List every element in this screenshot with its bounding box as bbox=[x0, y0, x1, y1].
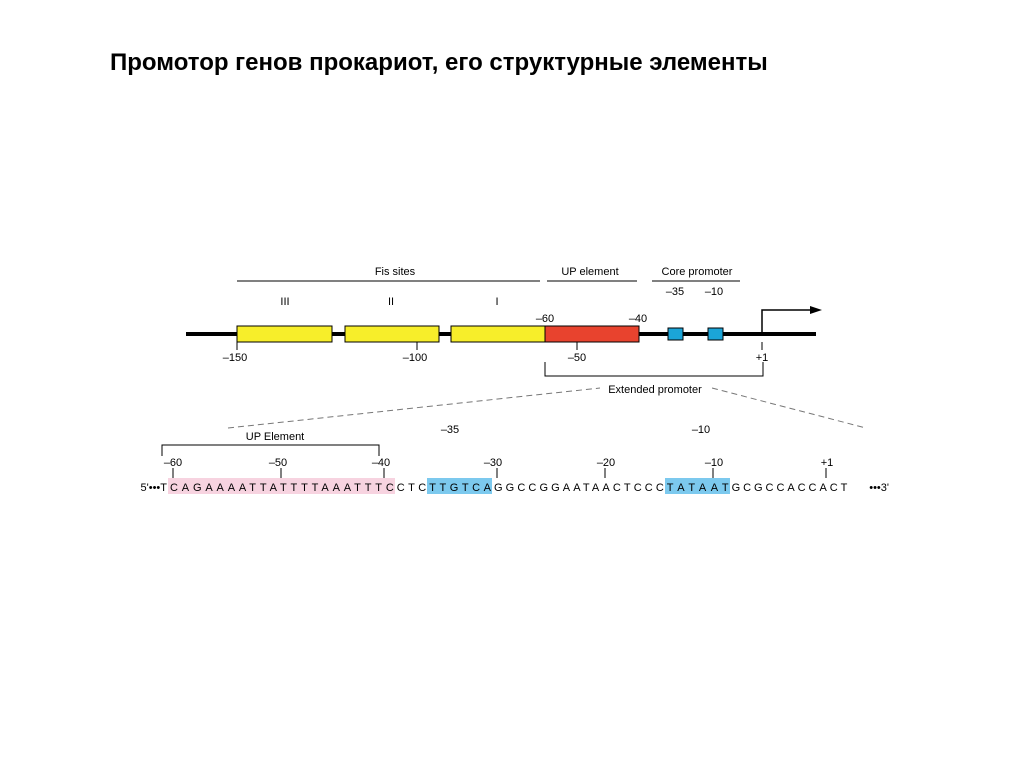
axis-label: +1 bbox=[756, 352, 769, 364]
minus35-highlight bbox=[427, 478, 492, 494]
label: –40 bbox=[629, 313, 647, 325]
sequence-segment: GGCCGGAATAACTCCC bbox=[494, 482, 664, 494]
axis-label: –150 bbox=[223, 352, 247, 364]
lower-diagram bbox=[161, 444, 827, 494]
arrow-head bbox=[810, 306, 822, 314]
up-element-box bbox=[544, 325, 640, 343]
up-bracket bbox=[161, 444, 380, 456]
zoom-line bbox=[711, 387, 867, 429]
site-label: II bbox=[388, 296, 394, 308]
sequence-segment: CTC bbox=[397, 482, 426, 494]
title: Промотор генов прокариот, его структурны… bbox=[110, 49, 768, 76]
site-label: III bbox=[280, 296, 289, 308]
label: –10 bbox=[705, 286, 723, 298]
fis-site-box bbox=[236, 325, 333, 343]
minus10-box bbox=[707, 327, 724, 341]
label: Extended promoter bbox=[608, 384, 702, 396]
zoom-line bbox=[227, 387, 601, 429]
axis-label: –50 bbox=[568, 352, 586, 364]
label: –35 bbox=[441, 424, 459, 436]
upper-diagram bbox=[186, 280, 867, 429]
position: –60 bbox=[164, 457, 182, 469]
sequence-segment: GCGCCACCACT bbox=[732, 482, 848, 494]
minus35-box bbox=[667, 327, 684, 341]
fis-site-box bbox=[344, 325, 440, 343]
label: –60 bbox=[536, 313, 554, 325]
label-bg bbox=[600, 381, 712, 395]
position: –20 bbox=[597, 457, 615, 469]
label: UP element bbox=[561, 266, 618, 278]
sequence-prefix: 5'•••T bbox=[141, 482, 168, 494]
site-label: I bbox=[495, 296, 498, 308]
sequence-suffix: •••3' bbox=[869, 482, 889, 494]
extended-bracket bbox=[544, 362, 764, 377]
label: UP Element bbox=[246, 431, 305, 443]
position: –40 bbox=[372, 457, 390, 469]
sequence: CAGAAAATTATTTTAAATTTC CTC TTGTCA GGCCGGAATA… bbox=[170, 482, 848, 494]
position: +1 bbox=[821, 457, 834, 469]
up-highlight bbox=[168, 478, 395, 494]
position: –50 bbox=[269, 457, 287, 469]
position: –30 bbox=[484, 457, 502, 469]
fis-site-box bbox=[450, 325, 546, 343]
minus10-highlight bbox=[665, 478, 730, 494]
position: –10 bbox=[705, 457, 723, 469]
label: –35 bbox=[666, 286, 684, 298]
axis-label: –100 bbox=[403, 352, 427, 364]
label: –10 bbox=[692, 424, 710, 436]
label: Core promoter bbox=[662, 266, 733, 278]
label: Fis sites bbox=[375, 266, 416, 278]
tss-arrow bbox=[761, 309, 812, 334]
